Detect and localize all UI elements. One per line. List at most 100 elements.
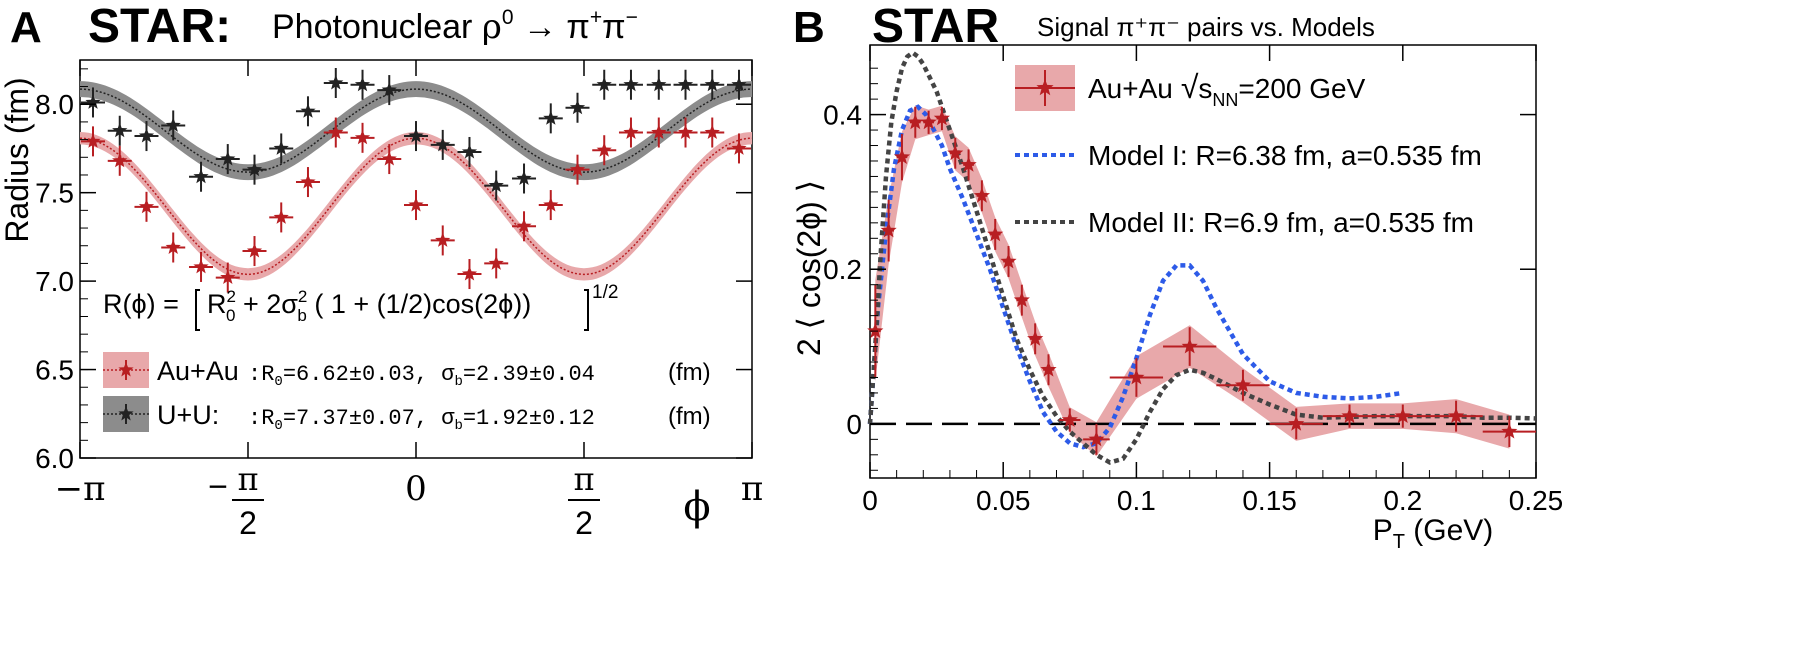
point-auau — [193, 259, 209, 274]
legend-b-sqrt: √ — [1181, 69, 1199, 105]
a-xtick-label: π — [741, 469, 763, 509]
b-data-point — [867, 322, 884, 338]
formula-plus: + 2σ — [235, 289, 298, 319]
legend-a-auau-star — [118, 362, 134, 377]
panel-b-plot-content — [867, 49, 1537, 465]
auau-p1-sub: 0 — [274, 374, 282, 390]
uu-p1-sub: 0 — [274, 418, 282, 434]
formula-r0: R — [207, 289, 227, 319]
point-uu — [731, 76, 747, 92]
panel-a-fit-bands — [79, 81, 753, 281]
title-minus: − — [626, 6, 638, 29]
b-data-point — [1128, 369, 1145, 385]
a-xtick-label: 0 — [405, 469, 427, 509]
a-ytick-label: 6.0 — [35, 443, 74, 474]
panel-a-axis-ticks: 6.06.57.07.58.0−π − π20 π2π — [35, 60, 763, 541]
legend-a-auau-params: :R0=6.62±0.03, σb=2.39±0.04 — [248, 362, 595, 390]
point-auau — [246, 243, 263, 258]
a-ytick-label: 8.0 — [35, 89, 74, 120]
formula-r0-sub: 0 — [226, 306, 235, 325]
formula-power: 1/2 — [592, 282, 618, 303]
b-data-point — [973, 187, 990, 203]
point-auau — [408, 197, 424, 212]
b-data-point — [987, 225, 1004, 242]
panel-a-title: Photonuclear ρ0 → π+π− — [272, 6, 638, 47]
b-data-point — [1394, 407, 1411, 423]
title-rho-sup: 0 — [502, 6, 514, 29]
legend-b-nn: NN — [1212, 90, 1238, 110]
b-data-point — [1181, 338, 1198, 354]
panel-b-axis-ticks: 0 0.2 0.4 0 0.05 0.1 0.15 0.2 0.25 — [823, 45, 1563, 516]
b-ytick-label: 0 — [846, 409, 862, 440]
b-data-point — [893, 148, 911, 164]
point-auau — [381, 151, 397, 166]
formula-sig-sub: b — [297, 306, 306, 325]
legend-b: Au+Au √sNN=200 GeV Model I: R=6.38 fm, a=… — [1015, 65, 1482, 238]
a-xtick-label: −π — [55, 469, 106, 509]
point-uu — [461, 144, 478, 159]
b-data-point — [1013, 291, 1030, 307]
formula-lhs: R(ϕ) = — [103, 289, 179, 319]
panel-a-data-points — [81, 67, 751, 293]
point-auau — [300, 174, 316, 189]
b-ytick-label: 0.2 — [823, 254, 862, 285]
point-auau — [165, 239, 181, 254]
b-xtick-label: 0.2 — [1383, 485, 1422, 516]
b-data-point — [1000, 253, 1017, 269]
legend-b-star — [1036, 79, 1054, 96]
b-data-point — [933, 110, 950, 126]
b-data-point — [1088, 430, 1105, 447]
legend-a-auau-unit: (fm) — [668, 359, 711, 386]
panel-a-xlabel: ϕ — [683, 484, 710, 530]
b-xtick-label: 0.15 — [1242, 485, 1297, 516]
a-ytick-label: 6.5 — [35, 355, 74, 386]
b-xtick-label: 0.25 — [1509, 485, 1564, 516]
b-data-point — [1341, 407, 1358, 423]
model-2-curve — [867, 49, 1537, 465]
b-data-point — [1234, 376, 1251, 393]
panel-a-experiment: STAR: — [88, 0, 231, 53]
panel-b: B STAR Signal π⁺π⁻ pairs vs. Models 0 0.2… — [791, 0, 1563, 553]
legend-b-s: s — [1198, 73, 1212, 104]
point-uu — [651, 76, 667, 92]
point-uu — [354, 76, 371, 92]
b-data-point — [1027, 330, 1044, 346]
uu-p3: =1.92±0.12 — [463, 406, 595, 431]
formula-r0-sup: 2 — [227, 287, 236, 306]
title-rho: ρ — [482, 7, 502, 47]
title-prefix: Photonuclear — [272, 8, 482, 46]
title-plus: + — [590, 6, 602, 29]
uu-p2-sub: b — [454, 418, 462, 434]
formula-tail: ( 1 + (1/2)cos(2ϕ)) — [307, 289, 531, 319]
panel-b-ylabel: 2 ⟨ cos(2ϕ) ⟩ — [791, 180, 827, 356]
point-auau — [623, 124, 639, 139]
legend-b-energy: =200 GeV — [1238, 73, 1365, 104]
b-data-point — [1501, 423, 1518, 439]
point-auau — [138, 198, 155, 214]
b-data-point — [947, 144, 964, 161]
point-uu — [677, 76, 694, 92]
point-auau — [569, 161, 586, 177]
point-auau — [543, 197, 559, 212]
panel-a-frame — [79, 59, 753, 459]
point-auau — [435, 232, 451, 247]
formula-close-bracket — [584, 289, 589, 331]
formula-body: R2 0 + 2σ2 b ( 1 + (1/2)cos(2ϕ)) — [207, 287, 531, 325]
point-uu — [328, 75, 344, 90]
a-xtick-den: 2 — [239, 505, 257, 541]
point-auau — [731, 140, 747, 155]
a-xtick-num: π — [573, 460, 594, 498]
panel-b-experiment: STAR — [872, 0, 999, 53]
a-ytick-label: 7.0 — [35, 266, 74, 297]
point-uu — [623, 76, 639, 92]
panel-b-xlabel: PT (GeV) — [1373, 514, 1494, 553]
point-auau — [704, 124, 720, 139]
legend-b-data-label: Au+Au √sNN=200 GeV — [1088, 69, 1366, 110]
panel-a-letter: A — [10, 3, 42, 52]
point-uu — [138, 128, 155, 143]
legend-b-model2-label: Model II: R=6.9 fm, a=0.535 fm — [1088, 207, 1474, 238]
b-xtick-label: 0.1 — [1117, 485, 1156, 516]
legend-a-auau-label: Au+Au — [157, 356, 239, 386]
fit-line-uu — [79, 88, 753, 173]
